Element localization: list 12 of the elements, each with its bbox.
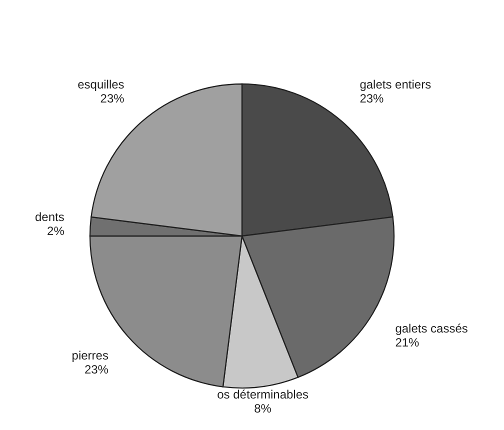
slice-label: esquilles: [78, 77, 124, 92]
data-label: 8%: [254, 402, 272, 416]
data-label: 2%: [47, 224, 65, 238]
data-label: 23%: [100, 91, 125, 106]
slice-label: pierres: [72, 348, 108, 363]
slice-label: galets cassés: [395, 322, 468, 336]
data-label: 21%: [395, 336, 420, 350]
data-label: 23%: [360, 91, 384, 106]
slice-label: os déterminables: [217, 388, 308, 402]
data-label: 23%: [84, 362, 109, 377]
slice-label: dents: [34, 210, 64, 224]
slice-label: galets entiers: [360, 77, 432, 92]
